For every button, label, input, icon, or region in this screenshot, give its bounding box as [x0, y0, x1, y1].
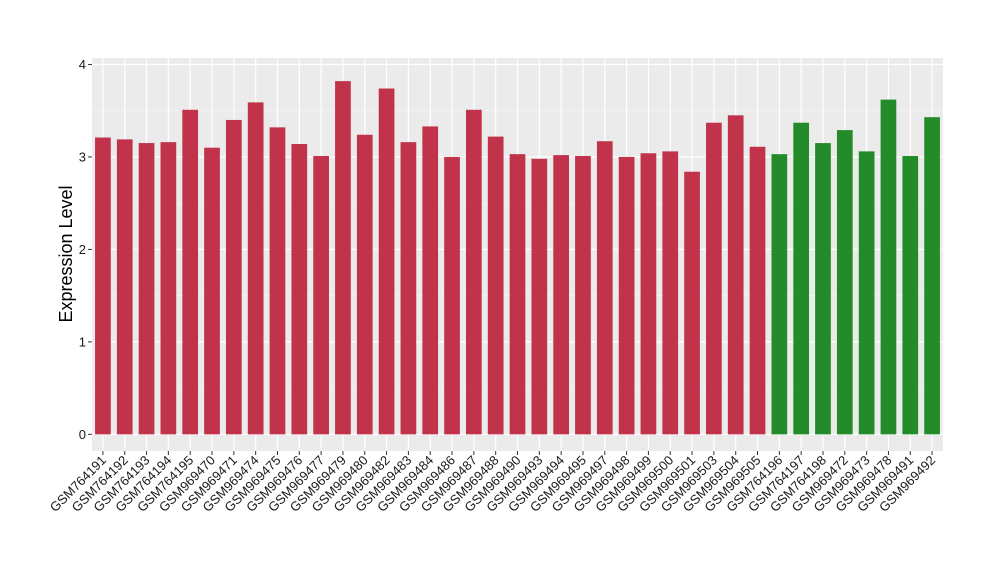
bar [596, 141, 613, 435]
bar [444, 156, 460, 435]
bar [116, 139, 133, 435]
bar [204, 147, 220, 435]
y-axis-title: Expression Level [56, 185, 76, 322]
x-axis: GSM764191GSM764192GSM764193GSM764194GSM7… [47, 451, 938, 515]
y-axis: 0 1 2 3 4 [79, 57, 92, 442]
bar [771, 154, 788, 435]
bar [924, 117, 940, 435]
bar [291, 143, 308, 435]
bar [749, 146, 766, 435]
bar [880, 99, 897, 435]
bar [684, 171, 700, 435]
y-tick-label: 2 [79, 242, 86, 257]
bar [618, 156, 635, 435]
bar [531, 158, 548, 435]
bars [95, 81, 940, 435]
bar [160, 142, 177, 435]
bar [727, 115, 744, 435]
bar [575, 156, 591, 435]
y-tick-label: 0 [79, 427, 86, 442]
bar [247, 102, 264, 435]
bar [815, 143, 831, 435]
bar [836, 130, 853, 435]
bar [553, 155, 569, 435]
bar [269, 127, 286, 435]
bar [422, 126, 439, 435]
bar [640, 153, 657, 435]
bar [400, 142, 417, 435]
bar [182, 109, 199, 435]
bar [662, 151, 679, 435]
bar [225, 119, 242, 435]
bar [378, 88, 395, 435]
bar [902, 156, 919, 435]
bar [858, 151, 875, 435]
y-tick-label: 4 [79, 57, 86, 72]
bar [487, 136, 504, 435]
bar [335, 81, 351, 435]
bar [313, 156, 329, 435]
y-tick-label: 1 [79, 334, 86, 349]
y-tick-label: 3 [79, 149, 86, 164]
bar [706, 122, 722, 435]
bar [793, 122, 810, 435]
bar [466, 109, 482, 435]
bar [138, 143, 155, 435]
bar [356, 134, 373, 435]
bar [95, 137, 111, 435]
bar [509, 154, 526, 435]
